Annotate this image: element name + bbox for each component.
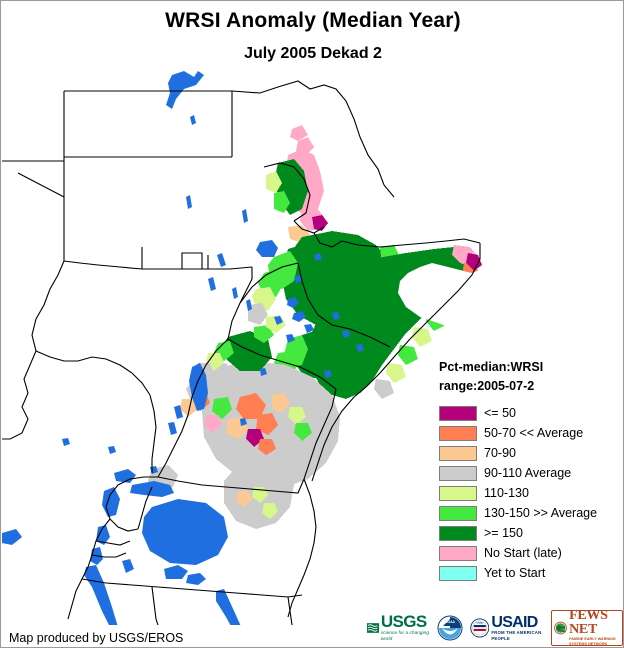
legend-swatch <box>439 445 477 461</box>
legend-label: <= 50 <box>484 405 516 420</box>
fews-net-tagline: FAMINE EARLY WARNING SYSTEMS NETWORK <box>569 637 616 646</box>
fews-net-logo[interactable]: FEWS NET FAMINE EARLY WARNING SYSTEMS NE… <box>551 608 623 646</box>
legend-heading-line2: range:2005-07-2 <box>439 379 535 393</box>
legend-swatch <box>439 425 477 441</box>
svg-text:USAID: USAID <box>476 621 483 624</box>
water-bodies-layer <box>2 71 364 625</box>
usgs-wordmark: USGS <box>380 612 427 631</box>
legend-item[interactable]: 50-70 << Average <box>439 423 619 443</box>
legend-swatch <box>439 545 477 561</box>
legend-item[interactable]: No Start (late) <box>439 543 619 563</box>
legend-item[interactable]: 110-130 <box>439 483 619 503</box>
legend-label: 70-90 <box>484 445 516 460</box>
usgs-wave-icon <box>367 623 380 633</box>
legend-label: No Start (late) <box>484 545 562 560</box>
usaid-wordmark: USAID <box>491 613 538 631</box>
usaid-tagline: FROM THE AMERICAN PEOPLE <box>491 629 542 641</box>
svg-text:NOAA: NOAA <box>445 620 456 624</box>
legend-swatch <box>439 465 477 481</box>
legend-swatch <box>439 505 477 521</box>
country-borders-layer <box>2 80 481 625</box>
legend-label: Yet to Start <box>484 565 546 580</box>
legend-label: >= 150 <box>484 525 523 540</box>
map-credit: Map produced by USGS/EROS <box>9 631 184 645</box>
legend-label: 50-70 << Average <box>484 425 584 440</box>
usgs-tagline: science for a changing world <box>380 630 429 641</box>
legend-swatch <box>439 405 477 421</box>
legend-swatch <box>439 565 477 581</box>
legend-heading-line1: Pct-median:WRSI <box>439 360 544 374</box>
legend-label: 110-130 <box>484 485 529 500</box>
usgs-logo[interactable]: USGS science for a changing world <box>367 612 430 644</box>
legend-swatch <box>439 485 477 501</box>
legend-label: 130-150 >> Average <box>484 505 598 520</box>
usaid-logo[interactable]: USAID USAID FROM THE AMERICAN PEOPLE <box>470 612 544 644</box>
legend-item[interactable]: <= 50 <box>439 403 619 423</box>
noaa-logo[interactable]: NOAA <box>437 612 463 644</box>
legend-item[interactable]: 70-90 <box>439 443 619 463</box>
usaid-seal-icon: USAID <box>470 618 490 638</box>
page-subtitle: July 2005 Dekad 2 <box>244 45 382 62</box>
legend-item[interactable]: Yet to Start <box>439 563 619 583</box>
agency-logos: USGS science for a changing world NOAA <box>367 608 623 646</box>
legend-items: <= 50 50-70 << Average 70-90 90-110 Aver… <box>439 403 619 583</box>
fews-net-wordmark: FEWS NET <box>569 608 608 637</box>
page-title: WRSI Anomaly (Median Year) <box>165 9 461 32</box>
legend-item[interactable]: 130-150 >> Average <box>439 503 619 523</box>
legend-item[interactable]: 90-110 Average <box>439 463 619 483</box>
legend-swatch <box>439 525 477 541</box>
fews-globe-icon <box>554 621 567 635</box>
legend-item[interactable]: >= 150 <box>439 523 619 543</box>
map-canvas[interactable] <box>2 67 623 625</box>
legend-label: 90-110 Average <box>484 465 572 480</box>
noaa-seal-icon: NOAA <box>437 615 463 641</box>
legend: Pct-median:WRSI range:2005-07-2 <= 50 50… <box>439 358 619 583</box>
